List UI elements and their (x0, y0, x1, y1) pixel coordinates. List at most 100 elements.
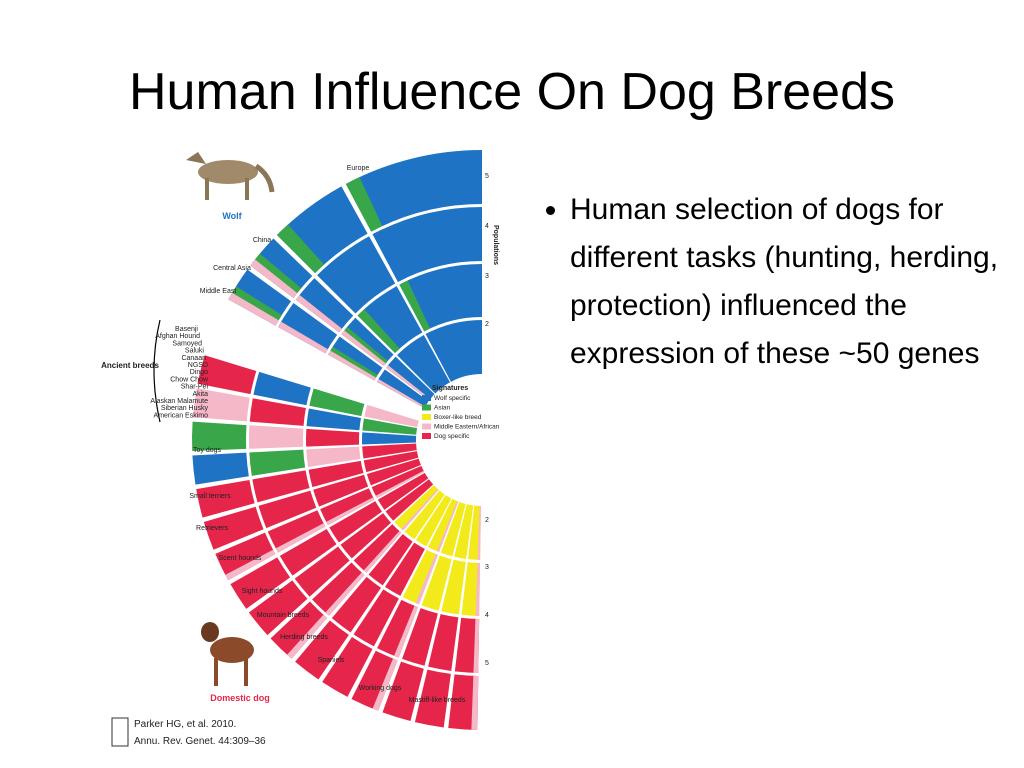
fan-segment (368, 534, 413, 586)
fan-segment (215, 532, 276, 581)
fan-segment (425, 320, 482, 382)
fan-segment (385, 479, 434, 521)
figure-label: Basenji (175, 326, 198, 333)
fan-segment (386, 365, 431, 401)
fan-segment (353, 524, 402, 573)
figure-label: Ancient breeds (101, 361, 159, 370)
figure-label: Boxer-like breed (434, 414, 482, 421)
fan-segment (441, 559, 466, 615)
figure-label: China (253, 237, 271, 244)
fan-segment (436, 501, 459, 553)
wolf-illustration (186, 152, 275, 200)
fan-segment (377, 379, 426, 409)
fan-segment (325, 572, 365, 616)
fan-segment (353, 589, 399, 647)
fan-segment (345, 177, 383, 232)
fan-segment (401, 488, 439, 531)
fan-segment (475, 562, 481, 616)
fan-segment (473, 618, 480, 673)
fan-segment (250, 259, 298, 298)
fan-segment (248, 580, 308, 636)
fan-segment (440, 501, 466, 557)
dog-illustration (201, 622, 254, 686)
fan-segment (278, 321, 328, 354)
fan-segment (363, 531, 402, 573)
fan-segment (275, 523, 326, 553)
fan-segment (397, 350, 438, 394)
fan-segment (357, 309, 400, 354)
legend-swatch (422, 433, 431, 439)
figure-label: Small terriers (189, 493, 231, 500)
figure-label: 5 (485, 173, 489, 180)
citation-logo (111, 717, 129, 747)
figure-label: NGSD (188, 362, 208, 369)
fan-segment (249, 398, 306, 426)
fan-segment (196, 479, 255, 518)
figure-label: Signatures (432, 385, 468, 392)
fan-segment (295, 294, 342, 333)
fan-segment (364, 404, 419, 428)
figure-label: Spaniels (318, 657, 345, 664)
fan-segment (397, 335, 451, 394)
fan-segment (371, 465, 425, 499)
fan-segment (402, 608, 438, 666)
figure-label: Canaan (181, 355, 206, 362)
fan-segment (377, 472, 429, 510)
fan-segment (308, 460, 364, 488)
fan-segment (306, 446, 361, 468)
fan-segment (421, 555, 452, 611)
legend-swatch (422, 404, 431, 411)
fan-segment (454, 504, 474, 559)
figure-label: Scent hounds (219, 555, 262, 562)
figure-label: 2 (485, 321, 489, 328)
fan-segment (372, 228, 407, 282)
fan-segment (225, 549, 276, 581)
slide-title: Human Influence On Dog Breeds (129, 63, 895, 121)
fan-segment (203, 506, 264, 550)
fan-segment (287, 614, 328, 659)
fan-segment (382, 661, 424, 722)
figure-label: 2 (485, 517, 489, 524)
fan-segment (331, 576, 382, 633)
figure-label: Mastiff-like breeds (409, 697, 466, 704)
legend-swatch (422, 395, 431, 401)
fan-segment (279, 528, 337, 576)
fan-segment (414, 669, 451, 728)
figure-label: Siberian Husky (161, 405, 209, 412)
figure-label: Wolf specific (434, 395, 471, 402)
fan-segment (249, 449, 306, 476)
figure-label: Sight hounds (242, 588, 283, 595)
fan-segment (295, 620, 349, 680)
figure-label: Retrievers (196, 525, 228, 532)
fan-segment (340, 513, 392, 559)
fan-segment (270, 601, 328, 659)
fan-segment (267, 510, 326, 553)
fan-segment (309, 388, 365, 417)
fan-segment (320, 488, 375, 526)
figure-label: Alaskan Malamute (150, 398, 208, 405)
fan-segment (415, 495, 452, 547)
figure-label: Samoyed (172, 340, 202, 347)
fan-segment (362, 443, 417, 459)
fan-segment (252, 470, 310, 503)
figure-label: Herding breeds (280, 634, 328, 641)
fan-segment (317, 266, 363, 314)
figure: Wolf Domestic dog Europe China Central Asia M… (101, 150, 500, 747)
fan-segment (328, 350, 377, 381)
figure-label: Europe (347, 165, 370, 172)
figure-label: 3 (485, 564, 489, 571)
fan-segment (329, 501, 382, 543)
fan-segment (372, 207, 482, 282)
fan-segment (415, 553, 438, 605)
figure-label: American Eskimo (154, 412, 209, 419)
fan-segment (386, 356, 435, 401)
figure-label: Asian (434, 405, 451, 412)
fan-segment (197, 355, 257, 395)
fan-segment (361, 432, 417, 445)
fan-segment (385, 542, 425, 596)
fan-segment (313, 474, 369, 507)
fan-segment (363, 451, 419, 473)
fan-segment (276, 224, 325, 274)
fan-segment (394, 605, 418, 658)
figure-label: Middle East (200, 288, 237, 295)
